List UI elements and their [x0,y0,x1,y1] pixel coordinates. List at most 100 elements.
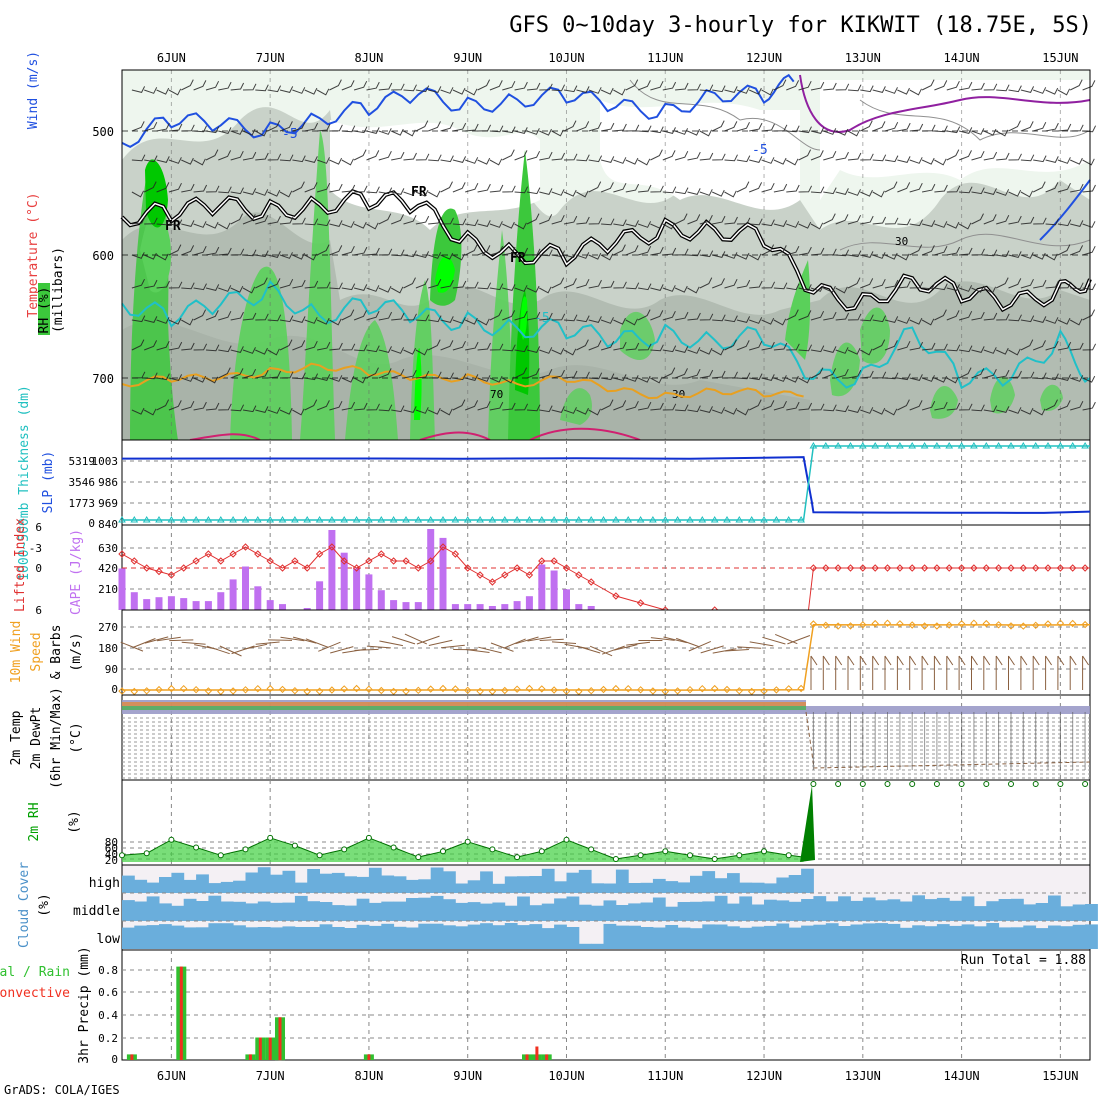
bottom-day-labels: 6JUN 7JUN 8JUN 9JUN 10JUN 11JUN 12JUN 13JUN 14JU… [157,1069,1078,1083]
wind-barb [391,368,405,379]
wind-barb [452,253,466,261]
cloud-block [183,898,197,921]
li-marker [303,564,311,572]
wind-marker [179,684,188,693]
wind-barb [292,217,306,225]
wind-barb [218,222,231,230]
svg-text:40: 40 [105,848,118,861]
wind-barb [971,248,985,256]
rh-marker [909,781,916,787]
wind-barb [403,152,417,161]
wind-barb [1045,156,1059,163]
thickness-marker [772,516,781,523]
wind-marker [809,620,818,628]
cape-bar [414,602,422,610]
wind-barb [255,277,268,289]
cloud-block [319,873,333,893]
wind-barb [341,184,356,193]
cloud-block [122,875,135,893]
day-label-bottom: 7JUN [256,1069,285,1083]
day-label-top: 10JUN [548,51,584,65]
wind-barb [675,311,689,321]
cloud-block [1023,904,1037,921]
cloud-block [406,927,419,949]
cloud-block [159,903,172,921]
wind-barb [391,188,405,195]
wind-barb [687,405,701,413]
wind-marker [1031,621,1040,630]
cloud-block [344,928,357,949]
wind-barb [712,215,726,225]
wind-barb [662,150,676,161]
wind-barb [378,285,392,293]
wind-barb [502,185,516,193]
thickness-marker [118,516,126,523]
wind-barb [736,408,750,416]
wind-barb [144,121,158,132]
wind-barb [502,221,515,229]
cloud-block [294,895,308,921]
wind-barb [218,310,232,321]
svg-text:Speed: Speed [29,632,44,671]
cloud-block [1011,898,1024,921]
wind-barb [551,369,565,379]
wind-barb [415,85,430,93]
wind-marker [723,685,731,694]
cloud-block [134,901,148,921]
svg-text:0.6: 0.6 [98,986,118,999]
wind-marker [352,684,361,693]
wind-barb [1008,153,1022,161]
wind-barb [242,312,257,321]
precip-convective-bar [525,1054,529,1060]
wind-barb [897,253,910,261]
cloud-block [727,903,740,921]
wind-barb [255,214,269,225]
li-marker [463,564,472,572]
wind-barb [1082,125,1097,133]
wind-barb [452,156,467,163]
wind-barb [230,404,245,412]
wind-barb [193,401,207,411]
wind-barb [798,221,812,229]
wind-barb [884,655,892,666]
cloud-block [813,924,827,949]
wind-barb [1008,85,1022,93]
cape-bar [303,608,311,610]
wind-barb [415,251,430,258]
cloud-block [640,927,654,949]
cloud-block [208,883,222,893]
wind-barb [279,190,293,198]
wind-barb [255,369,269,379]
wind-barb [946,80,960,91]
wind-barb [786,184,800,193]
wind-barb [230,187,244,195]
wind-marker [291,686,299,695]
cloud-block [887,923,901,949]
wind-barb [280,636,305,642]
wind-barb [736,252,750,260]
wind-barb [600,253,614,261]
wind-barb [588,316,602,323]
wind-barb [205,284,220,291]
wind-barb [477,375,491,382]
series-minus5-lower [121,279,1091,390]
cloud-block [652,878,666,893]
svg-text:(°C): (°C) [69,722,84,753]
wind-barb [934,309,947,321]
wind-barb [958,310,973,321]
cloud-block [282,926,296,949]
cloud-block [801,925,814,949]
wind-barb [403,369,417,379]
thickness-marker [871,442,880,449]
wind-barb [465,182,479,193]
svg-text:6: 6 [35,521,42,534]
cloud-block [1085,904,1098,921]
cape-bar [563,589,570,611]
rh-marker [761,848,767,855]
wind-barb [810,403,825,411]
wind-marker [673,687,682,695]
wind-barb [884,155,899,163]
precip-convective-bar [258,1037,262,1060]
cloud-block [455,883,469,893]
wind-barb [539,83,553,91]
